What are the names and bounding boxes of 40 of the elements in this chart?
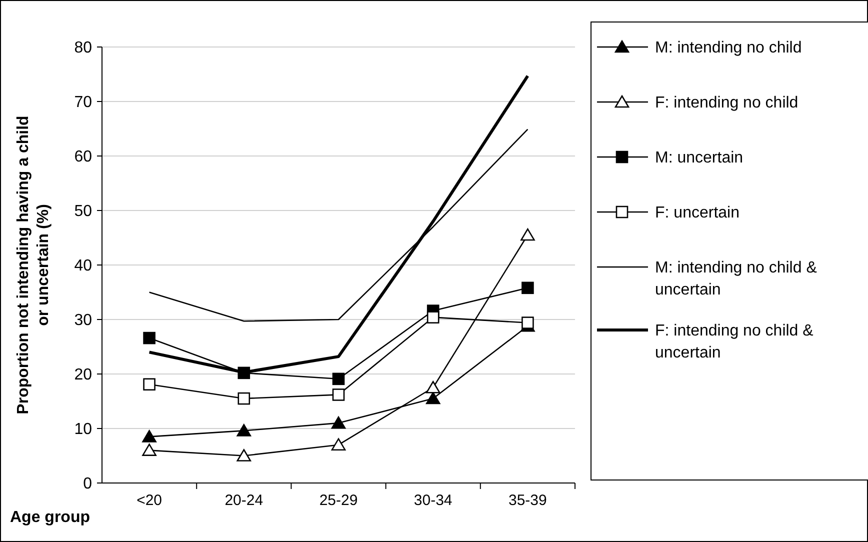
point: [332, 388, 345, 401]
point: [143, 378, 156, 391]
point: [238, 392, 250, 405]
legend-label: M: intending no child & uncertain: [655, 260, 818, 299]
x-tick-label: 20-24: [224, 492, 264, 509]
point: [236, 449, 252, 462]
point: [426, 380, 440, 394]
legend-label: M: intending no child: [655, 40, 802, 57]
point: [331, 416, 346, 429]
point: [238, 366, 250, 380]
y-tick-label: 0: [83, 476, 92, 493]
point: [520, 228, 535, 241]
point: [142, 430, 156, 442]
x-axis-title: Age group: [10, 509, 90, 526]
x-tick-label: 30-34: [414, 492, 452, 509]
y-tick-label: 80: [74, 40, 92, 57]
y-tick-label: 60: [74, 148, 92, 166]
legend-label: F: intending no child: [655, 94, 798, 112]
point: [331, 438, 346, 450]
x-tick-label: <20: [136, 492, 162, 509]
point: [332, 372, 345, 386]
point: [143, 332, 156, 344]
y-tick-label: 40: [74, 258, 92, 275]
point: [426, 311, 440, 324]
x-tick-label: 35-39: [508, 492, 547, 509]
y-tick-label: 20: [74, 366, 92, 384]
y-tick-label: 70: [74, 94, 92, 112]
y-axis-title: Proportion not intending having a child or uncertain (%): [15, 116, 52, 414]
x-tick-label: 25-29: [319, 492, 358, 509]
y-tick-label: 50: [74, 203, 92, 220]
point: [426, 392, 440, 404]
point: [522, 316, 534, 329]
y-tick-label: 10: [74, 421, 92, 438]
point: [522, 282, 534, 294]
point: [142, 444, 156, 456]
legend-label: F: intending no child & uncertain: [655, 322, 814, 362]
point: [236, 424, 252, 436]
legend-label: M: uncertain: [655, 150, 744, 167]
legend-label: F: uncertain: [655, 204, 740, 222]
y-tick-label: 30: [74, 312, 92, 330]
